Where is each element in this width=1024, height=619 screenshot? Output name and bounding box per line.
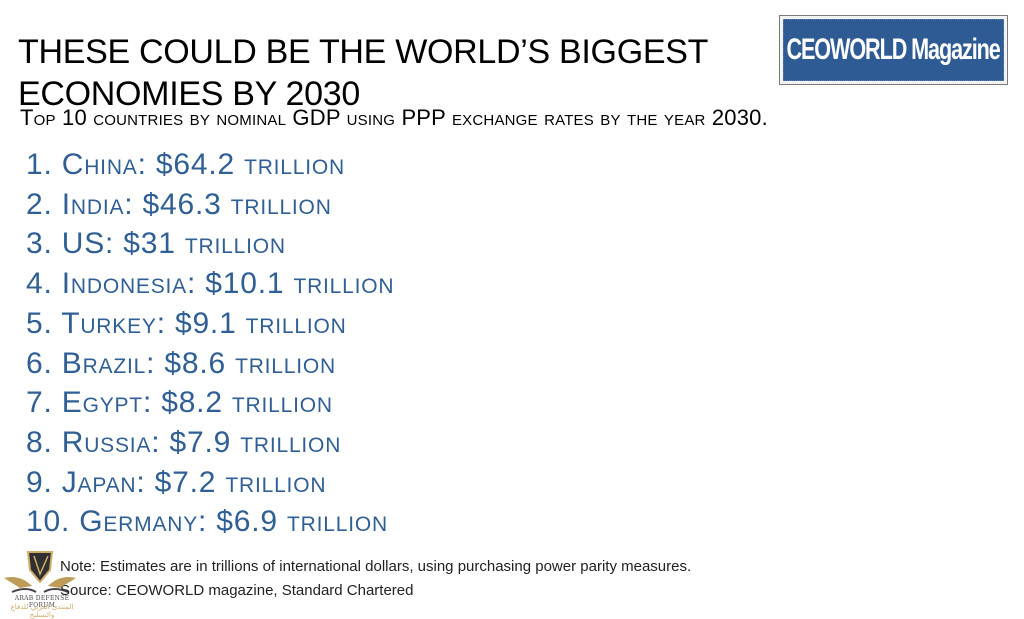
note-text: Note: Estimates are in trillions of inte… xyxy=(60,558,692,575)
watermark: ARAB DEFENSE FORUM المنتدى العربي للدفاع… xyxy=(2,548,78,619)
list-item: 9. Japan: $7.2 trillion xyxy=(26,465,327,499)
list-item: 2. India: $46.3 trillion xyxy=(26,187,332,221)
list-item: 7. Egypt: $8.2 trillion xyxy=(26,386,333,420)
footnotes: Note: Estimates are in trillions of inte… xyxy=(60,555,691,603)
list-item: 1. China: $64.2 trillion xyxy=(26,148,345,181)
list-item: 3. US: $31 trillion xyxy=(26,227,286,261)
page-title: THESE COULD BE THE WORLD’S BIGGEST ECONO… xyxy=(18,32,708,113)
source-text: Source: CEOWORLD magazine, Standard Char… xyxy=(60,582,414,599)
list-item: 10. Germany: $6.9 trillion xyxy=(26,505,388,539)
shield-wings-icon xyxy=(4,551,76,593)
subtitle: Top 10 countries by nominal GDP using PP… xyxy=(20,105,768,130)
list-item: 5. Turkey: $9.1 trillion xyxy=(26,306,347,340)
ceoworld-logo: CEOWORLD Magazine xyxy=(779,15,1008,85)
economy-ranking-list: 1. China: $64.2 trillion 2. India: $46.3… xyxy=(26,145,394,542)
list-item: 6. Brazil: $8.6 trillion xyxy=(26,346,336,380)
logo-text: CEOWORLD Magazine xyxy=(786,33,1001,66)
watermark-label-en: ARAB DEFENSE FORUM xyxy=(14,595,70,609)
list-item: 4. Indonesia: $10.1 trillion xyxy=(26,267,395,301)
list-item: 8. Russia: $7.9 trillion xyxy=(26,425,342,459)
watermark-label-ar: المنتدى العربي للدفاع والتسليح xyxy=(10,603,74,619)
logo-banner: CEOWORLD Magazine xyxy=(783,19,1004,81)
